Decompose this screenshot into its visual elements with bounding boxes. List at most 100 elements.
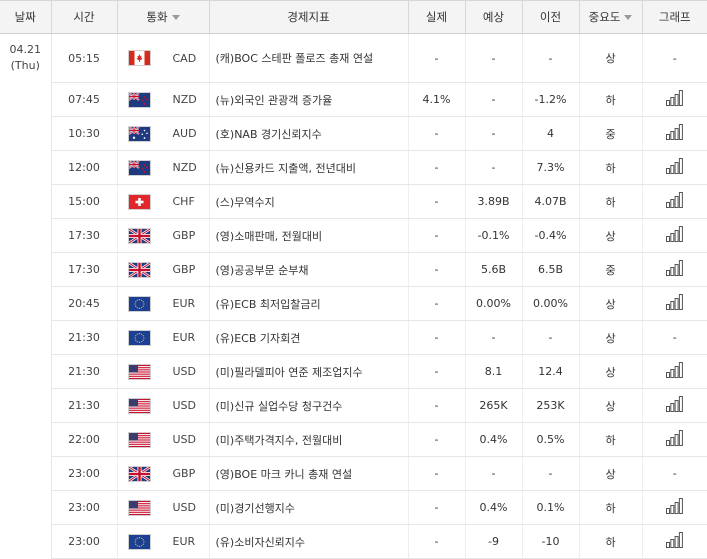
header-actual: 실제 — [408, 0, 466, 34]
graph-cell[interactable] — [642, 286, 707, 321]
table-row: 21:30 USD (미)신규 실업수당 청구건수 -265K 253K 상 — [0, 388, 707, 423]
currency-code: EUR — [172, 331, 196, 344]
table-row: 17:30 GBP (영)공공부문 순부채 -5.6B 6.5B 중 — [0, 252, 707, 287]
graph-cell[interactable] — [642, 82, 707, 117]
weekday-value: (Thu) — [10, 59, 40, 72]
time-cell: 17:30 — [51, 252, 118, 287]
actual-cell: - — [408, 388, 466, 423]
eu-flag-icon — [127, 533, 151, 550]
indicator-cell: (미)필라델피아 연준 제조업지수 — [209, 354, 409, 389]
actual-cell: - — [408, 150, 466, 185]
graph-cell[interactable] — [642, 150, 707, 185]
currency-cell: NZD — [117, 82, 210, 117]
forecast-cell: 0.4% — [465, 490, 523, 525]
table-row: 23:00 EUR (유)소비자신뢰지수 - -9 -10 하 — [0, 524, 707, 559]
graph-cell[interactable] — [642, 354, 707, 389]
bar-chart-icon[interactable] — [665, 497, 685, 518]
currency-cell: GBP — [117, 252, 210, 287]
bar-chart-icon[interactable] — [665, 361, 685, 382]
table-row: 21:30 EUR (유)ECB 기자회견 - - - 상 - — [0, 320, 707, 355]
time-cell: 21:30 — [51, 388, 118, 423]
time-cell: 23:00 — [51, 456, 118, 491]
currency-code: CAD — [172, 51, 197, 65]
actual-cell: - — [408, 490, 466, 525]
header-currency-filter[interactable]: 통화 — [117, 0, 210, 34]
importance-cell: 상 — [579, 456, 643, 491]
bar-chart-icon[interactable] — [665, 531, 685, 552]
bar-chart-icon[interactable] — [665, 259, 685, 280]
bar-chart-icon[interactable] — [665, 429, 685, 450]
bar-chart-icon[interactable] — [665, 157, 685, 178]
actual-cell: - — [408, 320, 466, 355]
switzerland-flag-icon — [127, 193, 151, 210]
bar-chart-icon[interactable] — [665, 89, 685, 110]
forecast-cell: 0.00% — [465, 286, 523, 321]
table-row: 23:00 GBP (영)BOE 마크 카니 총재 연설 - - - 상 - — [0, 456, 707, 491]
forecast-cell: 265K — [465, 388, 523, 423]
table-row: 20:45 EUR (유)ECB 최저입찰금리 -0.00% 0.00% 상 — [0, 286, 707, 321]
graph-cell[interactable] — [642, 422, 707, 457]
new-zealand-flag-icon — [127, 159, 151, 176]
forecast-cell: 8.1 — [465, 354, 523, 389]
indicator-cell: (미)주택가격지수, 전월대비 — [209, 422, 409, 457]
graph-placeholder: - — [672, 467, 677, 480]
actual-cell: - — [408, 286, 466, 321]
previous-cell: - — [522, 456, 580, 491]
time-cell: 12:00 — [51, 150, 118, 185]
time-cell: 23:00 — [51, 490, 118, 525]
dropdown-arrow-icon[interactable] — [624, 15, 633, 20]
forecast-cell: 5.6B — [465, 252, 523, 287]
currency-cell: USD — [117, 422, 210, 457]
graph-cell[interactable] — [642, 490, 707, 525]
indicator-cell: (뉴)외국인 관광객 증가율 — [209, 82, 409, 117]
header-previous: 이전 — [522, 0, 580, 34]
importance-cell: 상 — [579, 218, 643, 253]
indicator-cell: (유)ECB 기자회견 — [209, 320, 409, 355]
table-row: 04.21 (Thu) 05:15 CAD (캐)BOC 스테판 폴로즈 총재 연설 - -… — [0, 33, 707, 559]
graph-cell[interactable] — [642, 218, 707, 253]
graph-cell[interactable] — [642, 184, 707, 219]
bar-chart-icon[interactable] — [665, 225, 685, 246]
header-actual-label: 실제 — [425, 10, 448, 24]
importance-cell: 상 — [579, 286, 643, 321]
graph-cell[interactable] — [642, 252, 707, 287]
bar-chart-icon[interactable] — [665, 123, 685, 144]
indicator-cell: (유)소비자신뢰지수 — [209, 524, 409, 559]
header-indicator-label: 경제지표 — [287, 10, 330, 24]
importance-cell: 하 — [579, 184, 643, 219]
table-row: 21:30 USD (미)필라델피아 연준 제조업지수 -8.1 12.4 상 — [0, 354, 707, 389]
previous-cell: 7.3% — [522, 150, 580, 185]
header-graph-label: 그래프 — [658, 10, 691, 24]
bar-chart-icon[interactable] — [665, 191, 685, 212]
currency-cell: USD — [117, 490, 210, 525]
graph-cell[interactable] — [642, 388, 707, 423]
importance-cell: 상 — [579, 320, 643, 355]
actual-cell: - — [408, 184, 466, 219]
uk-flag-icon — [127, 227, 151, 244]
currency-code: GBP — [172, 263, 196, 276]
table-body: 04.21 (Thu) 05:15 CAD (캐)BOC 스테판 폴로즈 총재 연설 - -… — [0, 33, 707, 559]
dropdown-arrow-icon[interactable] — [171, 15, 180, 20]
currency-cell: GBP — [117, 218, 210, 253]
actual-cell: - — [408, 354, 466, 389]
graph-cell: - — [642, 456, 707, 491]
header-importance-filter[interactable]: 중요도 — [579, 0, 643, 34]
previous-cell: 12.4 — [522, 354, 580, 389]
bar-chart-icon[interactable] — [665, 395, 685, 416]
header-date: 날짜 — [0, 0, 52, 34]
time-cell: 20:45 — [51, 286, 118, 321]
graph-cell: - — [642, 33, 707, 83]
eu-flag-icon — [127, 295, 151, 312]
currency-cell: CAD — [117, 33, 210, 83]
graph-cell[interactable] — [642, 116, 707, 151]
actual-cell: - — [408, 33, 466, 83]
currency-cell: EUR — [117, 286, 210, 321]
currency-code: GBP — [172, 467, 196, 480]
currency-code: CHF — [172, 195, 195, 208]
graph-cell[interactable] — [642, 524, 707, 559]
bar-chart-icon[interactable] — [665, 293, 685, 314]
currency-code: USD — [172, 399, 197, 412]
previous-cell: 0.5% — [522, 422, 580, 457]
